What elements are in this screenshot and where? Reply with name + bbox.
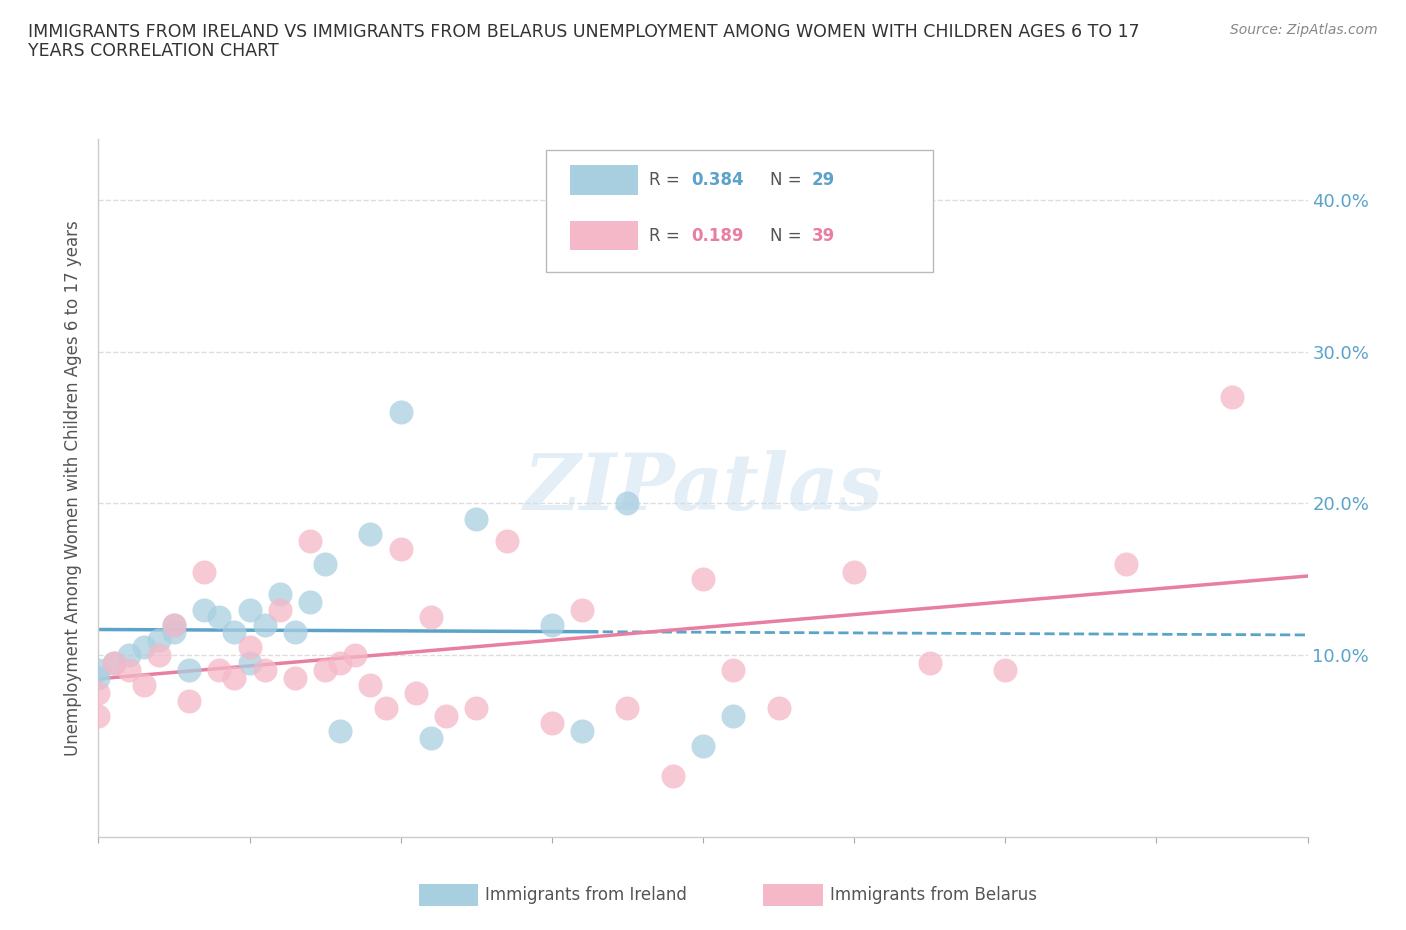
Point [541,716,564,731]
Point [148,632,170,647]
Text: Source: ZipAtlas.com: Source: ZipAtlas.com [1230,23,1378,37]
Point [148,647,170,662]
Point [314,557,336,572]
Point [844,565,866,579]
Point [994,663,1017,678]
Point [87,663,110,678]
Y-axis label: Unemployment Among Women with Children Ages 6 to 17 years: Unemployment Among Women with Children A… [65,220,83,756]
Point [87,709,110,724]
Point [329,724,352,738]
Point [163,618,186,632]
Text: N =: N = [769,227,807,245]
Point [360,526,382,541]
Point [768,700,790,715]
Text: Immigrants from Belarus: Immigrants from Belarus [830,885,1036,904]
Point [723,709,745,724]
Point [434,709,457,724]
Point [465,700,488,715]
Point [208,610,231,625]
Point [662,769,685,784]
Point [918,656,941,671]
Point [495,534,517,549]
Text: 39: 39 [811,227,835,245]
Point [224,671,246,685]
Point [571,602,593,617]
Point [541,618,564,632]
Point [420,610,443,625]
Point [239,640,262,655]
Point [1115,557,1137,572]
Point [374,700,396,715]
Point [87,671,110,685]
Point [284,671,307,685]
Point [163,618,186,632]
Point [344,647,367,662]
Point [179,693,201,708]
Point [193,602,215,617]
Text: 0.384: 0.384 [690,171,744,189]
Text: 29: 29 [811,171,835,189]
Point [616,496,638,511]
Point [360,678,382,693]
Point [253,663,276,678]
Point [420,731,443,746]
Text: IMMIGRANTS FROM IRELAND VS IMMIGRANTS FROM BELARUS UNEMPLOYMENT AMONG WOMEN WITH: IMMIGRANTS FROM IRELAND VS IMMIGRANTS FR… [28,23,1140,41]
Point [329,656,352,671]
Point [616,700,638,715]
Point [269,587,291,602]
Point [692,572,714,587]
Point [299,594,322,609]
Point [118,663,141,678]
Point [692,738,714,753]
Point [239,602,262,617]
Point [208,663,231,678]
Text: Immigrants from Ireland: Immigrants from Ireland [485,885,688,904]
Point [224,625,246,640]
FancyBboxPatch shape [569,221,638,250]
Point [299,534,322,549]
FancyBboxPatch shape [569,166,638,194]
Point [87,685,110,700]
Text: 0.189: 0.189 [690,227,744,245]
Point [103,656,125,671]
Text: N =: N = [769,171,807,189]
Point [571,724,593,738]
Point [389,541,412,556]
Point [284,625,307,640]
Text: ZIPatlas: ZIPatlas [523,450,883,526]
Point [723,663,745,678]
Point [118,647,141,662]
Point [163,625,186,640]
Point [239,656,262,671]
Point [253,618,276,632]
Text: YEARS CORRELATION CHART: YEARS CORRELATION CHART [28,42,278,60]
Point [103,656,125,671]
Text: R =: R = [648,171,685,189]
Point [389,405,412,419]
Point [193,565,215,579]
Point [269,602,291,617]
FancyBboxPatch shape [546,150,932,272]
Point [1220,390,1243,405]
Point [465,512,488,526]
Point [132,640,155,655]
Point [132,678,155,693]
Point [179,663,201,678]
Point [405,685,427,700]
Text: R =: R = [648,227,685,245]
Point [314,663,336,678]
